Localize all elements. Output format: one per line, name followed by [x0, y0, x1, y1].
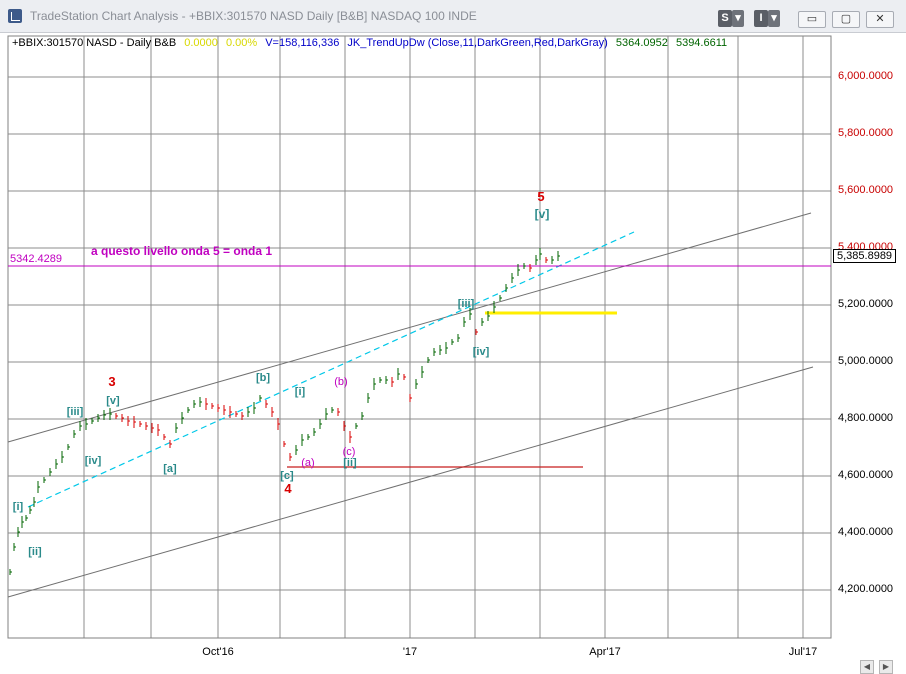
level-left-label: 5342.4289 — [10, 253, 62, 265]
wave-label-iii: [iii] — [66, 406, 84, 418]
y-tick-5800: 5,800.0000 — [838, 127, 894, 139]
wave-label-a: [a] — [163, 463, 177, 475]
indicator-label: JK_TrendUpDw (Close,11,DarkGreen,Red,Dar… — [347, 37, 608, 49]
wave-label-v-2: [v] — [534, 207, 550, 221]
wave-label-ii: [ii] — [28, 546, 42, 558]
wave-label-i: [i] — [12, 501, 24, 513]
s-menu-button[interactable]: S — [718, 10, 732, 27]
wave-label-b-small: (b) — [334, 376, 348, 388]
x-tick-17: '17 — [402, 646, 418, 658]
last-price-label: 5,385.8989 — [833, 249, 897, 263]
y-tick-5600: 5,600.0000 — [838, 184, 894, 196]
close-button[interactable]: ✕ — [866, 11, 894, 28]
wave-label-iii-2: [iii] — [457, 298, 475, 310]
y-tick-4200: 4,200.0000 — [838, 583, 894, 595]
y-tick-5200: 5,200.0000 — [838, 298, 894, 310]
wave-label-4: 4 — [284, 481, 292, 496]
s-menu-arrow-icon[interactable]: ▾ — [732, 10, 744, 27]
indicator-value-1: 5364.0952 — [615, 37, 668, 49]
y-tick-4400: 4,400.0000 — [838, 526, 894, 538]
symbol-label: +BBIX:301570 NASD - Daily B&B — [12, 37, 177, 49]
channel-lower-line — [7, 366, 814, 598]
wave-label-ii-2: [ii] — [343, 457, 357, 469]
wave-label-a-small: (a) — [301, 457, 315, 469]
price-chart[interactable] — [0, 32, 906, 673]
indicator-value-2: 5394.6611 — [675, 37, 728, 49]
minimize-button[interactable]: ▭ — [798, 11, 826, 28]
wave-label-iv: [iv] — [84, 455, 102, 467]
volume-value: V=158,116,336 — [265, 37, 340, 49]
chart-area[interactable]: +BBIX:301570 NASD - Daily B&B 0.0000 0.0… — [0, 32, 906, 674]
plot-frame — [7, 35, 832, 639]
x-tick-jul17: Jul'17 — [788, 646, 818, 658]
y-tick-4600: 4,600.0000 — [838, 469, 894, 481]
tradestation-app-icon — [8, 9, 22, 23]
scroll-right-button[interactable]: ▶ — [879, 660, 893, 674]
change-pct-value: 0.00% — [225, 37, 258, 49]
wave-label-i-2: [i] — [294, 386, 306, 398]
window-title: TradeStation Chart Analysis - +BBIX:3015… — [30, 9, 477, 23]
x-tick-apr17: Apr'17 — [589, 646, 621, 658]
i-menu-button[interactable]: I — [754, 10, 768, 27]
x-tick-oct16: Oct'16 — [202, 646, 234, 658]
title-bar: TradeStation Chart Analysis - +BBIX:3015… — [0, 0, 906, 33]
y-tick-5000: 5,000.0000 — [838, 355, 894, 367]
price-bars — [9, 248, 560, 575]
level-annotation: a questo livello onda 5 = onda 1 — [91, 244, 273, 258]
wave-label-v: [v] — [106, 395, 120, 407]
wave-label-5: 5 — [537, 189, 545, 204]
wave-label-c-small: (c) — [342, 446, 356, 458]
wave-label-3: 3 — [108, 374, 116, 389]
status-line: +BBIX:301570 NASD - Daily B&B 0.0000 0.0… — [12, 37, 732, 49]
i-menu-arrow-icon[interactable]: ▾ — [768, 10, 780, 27]
channel-upper-line — [7, 212, 812, 443]
vertical-grid — [83, 36, 804, 638]
wave-label-b: [b] — [255, 372, 271, 384]
maximize-button[interactable]: ▢ — [832, 11, 860, 28]
y-tick-4800: 4,800.0000 — [838, 412, 894, 424]
wave-label-c: [c] — [280, 470, 294, 482]
y-tick-6000: 6,000.0000 — [838, 70, 894, 82]
wave-label-iv-2: [iv] — [472, 346, 490, 358]
scroll-left-button[interactable]: ◀ — [860, 660, 874, 674]
horizontal-grid — [8, 76, 831, 591]
trend-line-cyan — [27, 231, 635, 508]
change-value: 0.0000 — [184, 37, 218, 49]
